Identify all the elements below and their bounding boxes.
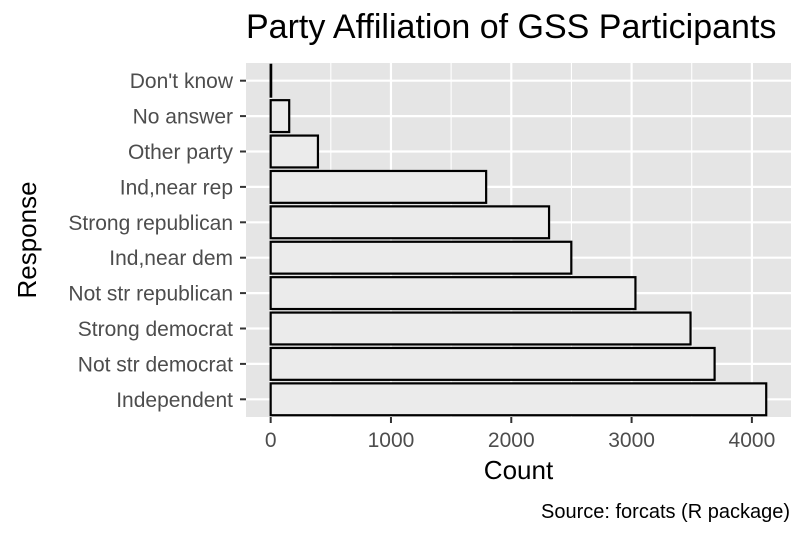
y-tick-label: Not str democrat <box>78 353 233 376</box>
y-tick-label: Don't know <box>130 70 234 93</box>
bar <box>269 240 573 275</box>
x-tick-label: 0 <box>265 429 277 452</box>
y-tick-label: No answer <box>133 106 233 129</box>
y-axis-title: Response <box>12 181 42 298</box>
x-tick-label: 4000 <box>729 429 776 452</box>
x-axis: 0 1000 2000 3000 4000 <box>265 417 775 452</box>
bar <box>269 311 692 346</box>
y-tick-label: Strong democrat <box>78 318 233 341</box>
bar <box>269 382 768 417</box>
x-tick-label: 3000 <box>608 429 655 452</box>
x-tick-label: 2000 <box>488 429 535 452</box>
y-tick-label: Other party <box>128 141 234 164</box>
bar <box>269 205 551 240</box>
chart-caption: Source: forcats (R package) <box>541 501 790 523</box>
bars <box>269 63 768 417</box>
bar <box>269 346 716 381</box>
chart-title: Party Affiliation of GSS Participants <box>246 8 776 46</box>
bar <box>269 134 320 169</box>
bar <box>269 99 291 134</box>
x-axis-title: Count <box>484 455 554 485</box>
y-tick-label: Not str republican <box>68 283 233 306</box>
y-axis: Don't know No answer Other party Ind,near r… <box>68 70 246 412</box>
y-tick-label: Independent <box>116 389 233 412</box>
y-tick-label: Strong republican <box>68 212 233 235</box>
y-tick-label: Ind,near rep <box>120 176 233 199</box>
bar <box>269 276 637 311</box>
bar <box>269 63 273 98</box>
y-tick-label: Ind,near dem <box>109 247 233 270</box>
bar <box>269 169 488 204</box>
x-tick-label: 1000 <box>368 429 415 452</box>
